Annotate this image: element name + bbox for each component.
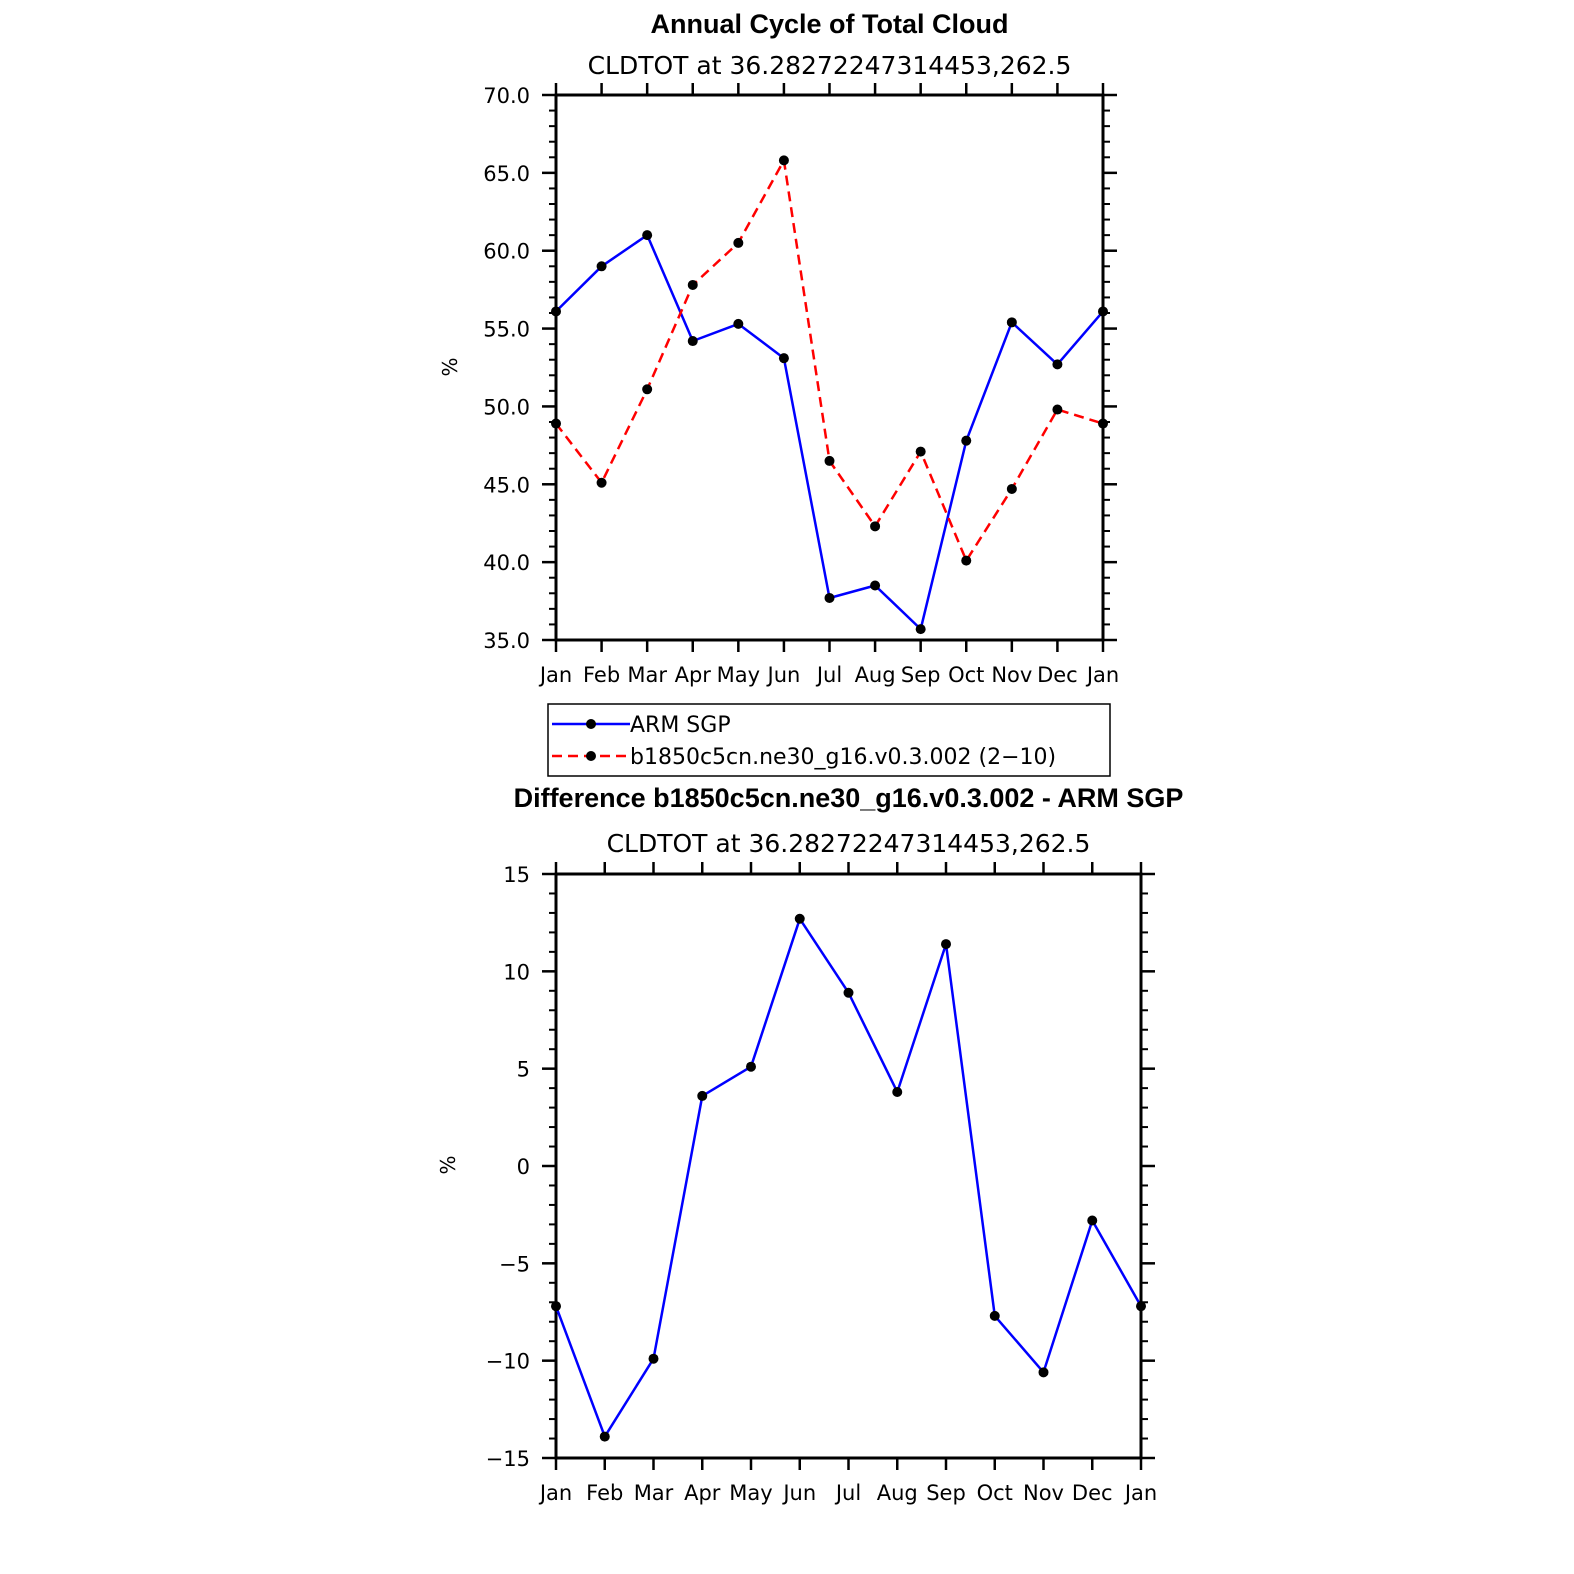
x-tick-label: Mar — [634, 1481, 674, 1505]
data-point — [843, 987, 854, 998]
x-tick-label: Nov — [991, 663, 1032, 687]
x-tick-label: Apr — [684, 1481, 721, 1505]
x-tick-label: Feb — [586, 1481, 623, 1505]
annual-cycle-panel: Annual Cycle of Total Cloud CLDTOT at 36.… — [438, 9, 1119, 777]
x-tick-label: Apr — [675, 663, 712, 687]
data-point — [687, 336, 698, 347]
x-tick-label: Jan — [1085, 663, 1119, 687]
x-tick-label: Aug — [855, 663, 896, 687]
y-tick-label: 5 — [517, 1058, 530, 1082]
legend-box — [547, 703, 1111, 777]
data-point — [824, 455, 835, 466]
y-tick-label: 50.0 — [483, 395, 530, 419]
x-tick-label: Feb — [583, 663, 620, 687]
plot-frame — [554, 93, 1105, 642]
series-line-2 — [555, 159, 1104, 562]
x-tick-label: Oct — [948, 663, 984, 687]
data-point — [892, 1087, 903, 1098]
data-point — [642, 230, 653, 241]
data-point — [1006, 483, 1017, 494]
data-point — [642, 384, 653, 395]
difference-panel: Difference b1850c5cn.ne30_g16.v0.3.002 -… — [436, 783, 1183, 1505]
data-point — [596, 261, 607, 272]
x-tick-label: May — [717, 663, 760, 687]
data-point — [648, 1353, 659, 1364]
data-point — [778, 155, 789, 166]
x-tick-label: Jan — [1123, 1481, 1157, 1505]
data-point — [551, 306, 561, 317]
legend-label-2: b1850c5cn.ne30_g16.v0.3.002 (2−10) — [630, 745, 1056, 770]
data-point — [1098, 306, 1108, 317]
legend-marker — [586, 751, 596, 761]
data-point — [1052, 359, 1063, 370]
data-point — [551, 418, 561, 429]
legend: ARM SGP b1850c5cn.ne30_g16.v0.3.002 (2−10… — [547, 703, 1111, 777]
x-tick-label: Mar — [627, 663, 667, 687]
plot-frame — [554, 872, 1143, 1460]
data-point — [915, 446, 926, 457]
y-tick-label: 0 — [517, 1155, 530, 1179]
y-tick-label: −10 — [486, 1350, 530, 1374]
data-point — [551, 1301, 561, 1312]
x-tick-label: Jun — [766, 663, 801, 687]
data-point — [1038, 1367, 1049, 1378]
data-point — [961, 435, 972, 446]
data-point — [870, 521, 881, 532]
y-axis-label: % — [438, 357, 462, 376]
chart-subtitle: CLDTOT at 36.28272247314453,262.5 — [588, 51, 1072, 80]
data-point — [733, 318, 744, 329]
data-point — [794, 913, 805, 924]
y-axis-label: % — [436, 1155, 460, 1174]
y-tick-label: −5 — [499, 1252, 530, 1276]
x-tick-label: Oct — [977, 1481, 1013, 1505]
data-point — [599, 1431, 610, 1442]
data-point — [824, 592, 835, 603]
data-point — [1098, 418, 1108, 429]
x-tick-label: Jun — [781, 1481, 816, 1505]
y-tick-label: 60.0 — [483, 240, 530, 264]
x-tick-label: Dec — [1037, 663, 1078, 687]
y-tick-label: 55.0 — [483, 318, 530, 342]
x-tick-label: Jan — [538, 663, 572, 687]
data-point — [989, 1310, 1000, 1321]
y-tick-label: 15 — [503, 863, 530, 887]
data-point — [1052, 404, 1063, 415]
data-point — [733, 237, 744, 248]
data-point — [870, 580, 881, 591]
y-tick-label: 45.0 — [483, 473, 530, 497]
y-tick-label: 10 — [503, 960, 530, 984]
y-tick-label: 40.0 — [483, 551, 530, 575]
x-tick-label: Nov — [1023, 1481, 1064, 1505]
x-tick-label: Dec — [1072, 1481, 1113, 1505]
data-point — [941, 939, 951, 950]
data-point — [1136, 1301, 1146, 1312]
x-tick-label: Sep — [926, 1481, 966, 1505]
x-tick-label: Jan — [538, 1481, 572, 1505]
x-tick-label: May — [729, 1481, 772, 1505]
chart-title: Difference b1850c5cn.ne30_g16.v0.3.002 -… — [514, 783, 1184, 813]
data-point — [746, 1061, 756, 1072]
x-tick-label: Aug — [877, 1481, 918, 1505]
x-tick-label: Sep — [901, 663, 941, 687]
y-tick-label: −15 — [486, 1447, 530, 1471]
data-point — [778, 353, 789, 364]
chart-subtitle: CLDTOT at 36.28272247314453,262.5 — [607, 829, 1091, 858]
data-point — [697, 1090, 708, 1101]
legend-label-1: ARM SGP — [630, 713, 731, 738]
data-point — [687, 279, 698, 290]
y-tick-label: 35.0 — [483, 629, 530, 653]
data-point — [596, 477, 607, 488]
y-tick-label: 65.0 — [483, 162, 530, 186]
x-tick-label: Jul — [834, 1481, 861, 1505]
series-line-1 — [555, 233, 1104, 631]
data-point — [1087, 1215, 1098, 1226]
legend-marker — [586, 719, 596, 729]
data-point — [961, 555, 972, 566]
y-tick-label: 70.0 — [483, 84, 530, 108]
x-tick-label: Jul — [815, 663, 842, 687]
chart-title: Annual Cycle of Total Cloud — [650, 9, 1008, 39]
data-point — [915, 624, 926, 635]
data-point — [1006, 317, 1017, 328]
